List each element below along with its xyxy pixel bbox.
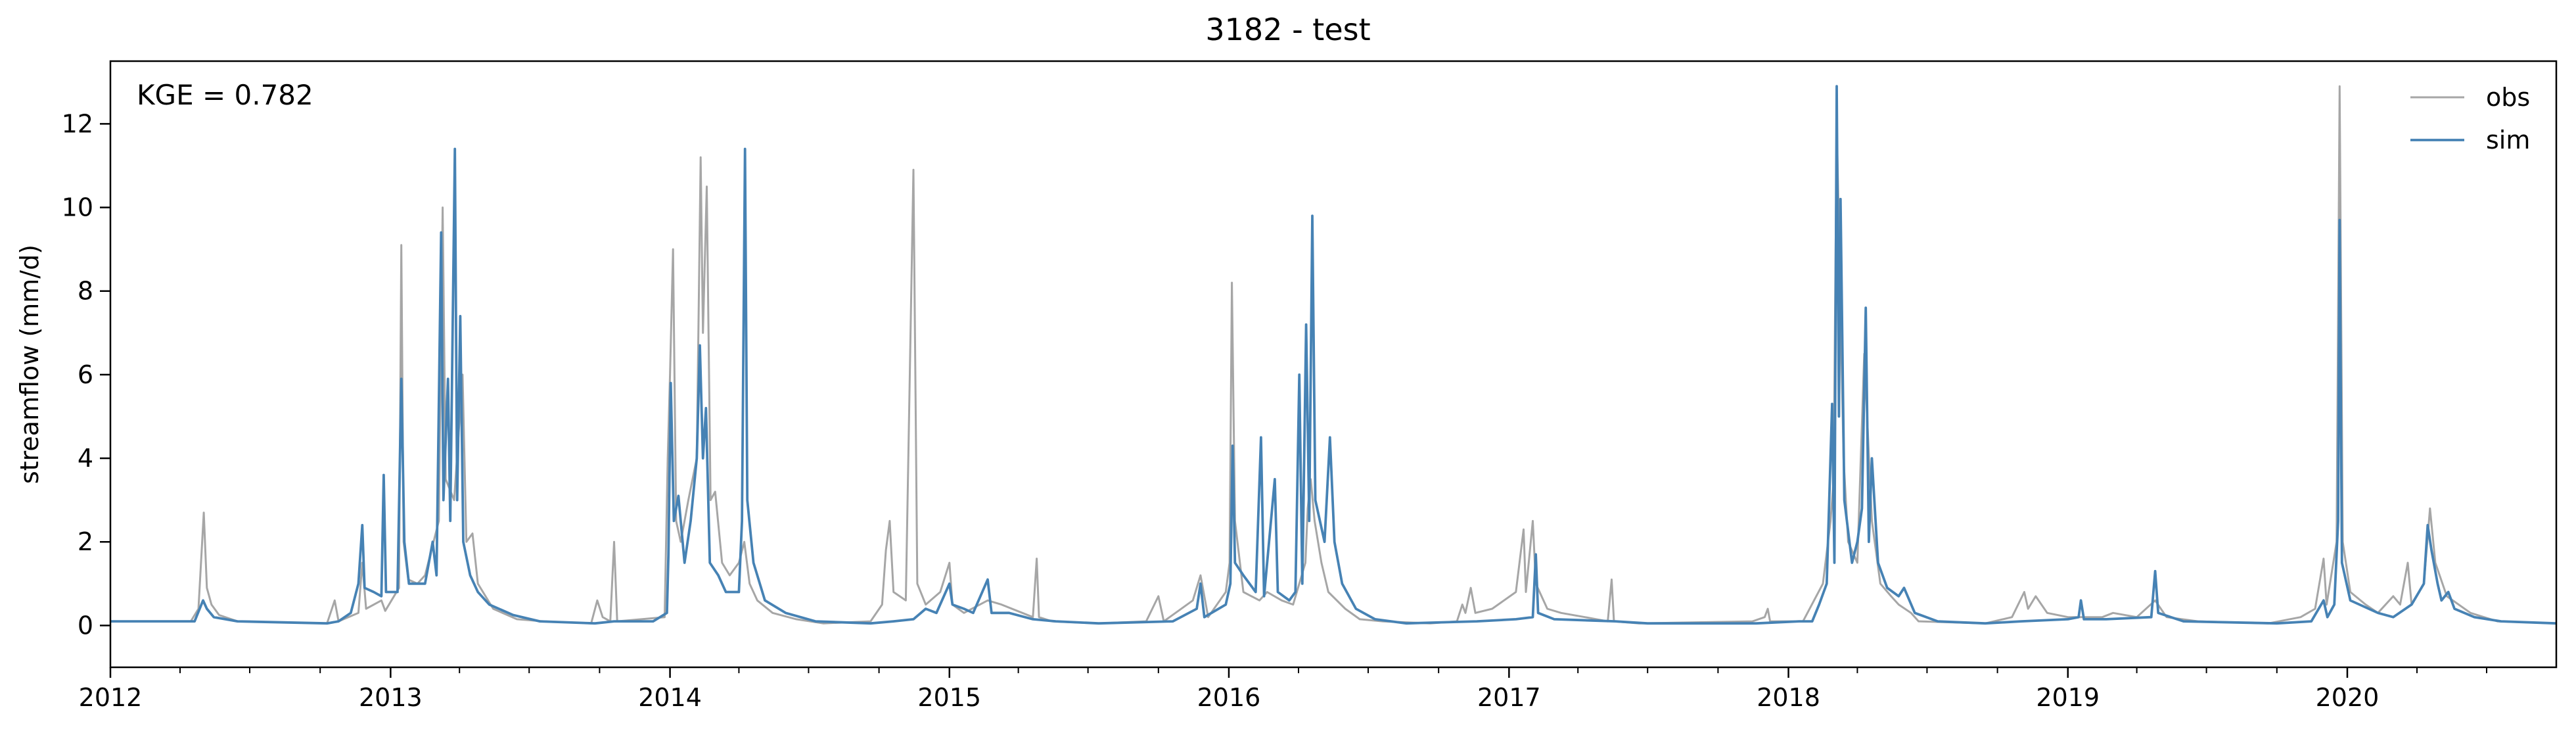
y-tick-label: 4	[78, 444, 93, 473]
x-axis: 2012 2013 2014 2015 2016 2017 2018 2019 2020	[79, 667, 2487, 712]
obs-series-line	[110, 85, 2557, 625]
x-tick-label: 2017	[1477, 683, 1541, 712]
y-tick-label: 6	[78, 360, 93, 389]
y-tick-label: 0	[78, 611, 93, 640]
y-axis: 0 2 4 6 8 10 12	[62, 109, 110, 640]
legend-label-sim: sim	[2486, 126, 2530, 154]
x-tick-label: 2014	[638, 683, 702, 712]
obs-series-layer	[110, 85, 2557, 625]
y-tick-label: 8	[78, 277, 93, 306]
legend-label-obs: obs	[2486, 83, 2530, 112]
kge-annotation: KGE = 0.782	[137, 79, 313, 111]
sim-series-layer	[110, 85, 2557, 625]
x-tick-label: 2018	[1757, 683, 1820, 712]
plot-frame	[109, 60, 2558, 669]
x-tick-label: 2013	[359, 683, 423, 712]
y-tick-label: 2	[78, 527, 93, 556]
legend: obs sim	[2410, 83, 2530, 154]
y-tick-label: 10	[62, 193, 93, 222]
chart-title: 3182 - test	[1205, 12, 1371, 47]
x-tick-label: 2020	[2316, 683, 2380, 712]
x-tick-label: 2016	[1197, 683, 1261, 712]
x-tick-label: 2012	[79, 683, 143, 712]
y-axis-label: streamflow (mm/d)	[15, 245, 44, 484]
y-tick-label: 12	[62, 109, 93, 138]
sim-series-line	[110, 85, 2557, 625]
x-tick-label: 2019	[2036, 683, 2100, 712]
x-tick-label: 2015	[917, 683, 981, 712]
